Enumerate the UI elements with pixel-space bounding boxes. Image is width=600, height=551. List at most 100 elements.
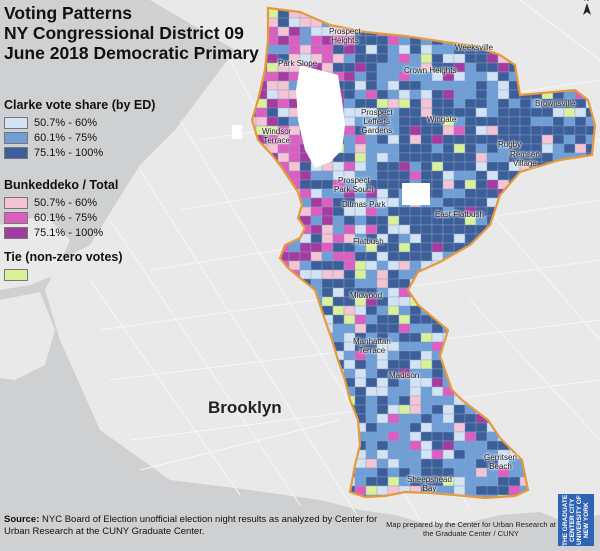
- election-district-tile: [365, 368, 378, 379]
- election-district-tile: [376, 53, 389, 64]
- election-district-tile: [387, 386, 400, 397]
- legend-label: 50.7% - 60%: [34, 196, 97, 209]
- election-district-tile: [365, 224, 378, 235]
- election-district-tile: [453, 98, 466, 109]
- election-district-tile: [420, 359, 433, 370]
- election-district-tile: [354, 98, 367, 109]
- election-district-tile: [365, 278, 378, 289]
- election-district-tile: [508, 116, 521, 127]
- election-district-tile: [332, 242, 345, 253]
- election-district-tile: [277, 152, 290, 163]
- place-label-midwood: Midwood: [350, 291, 383, 300]
- election-district-tile: [574, 143, 587, 154]
- election-district-tile: [431, 161, 444, 172]
- election-district-tile: [376, 71, 389, 82]
- election-district-tile: [387, 152, 400, 163]
- election-district-tile: [398, 440, 411, 451]
- election-district-tile: [332, 53, 345, 64]
- election-district-tile: [387, 395, 400, 406]
- election-district-tile: [409, 224, 422, 235]
- election-district-tile: [497, 62, 510, 73]
- election-district-tile: [442, 134, 455, 145]
- election-district-tile: [387, 62, 400, 73]
- election-district-tile: [354, 386, 367, 397]
- election-district-tile: [497, 152, 510, 163]
- election-district-tile: [398, 170, 411, 181]
- election-district-tile: [431, 242, 444, 253]
- election-district-tile: [277, 35, 290, 46]
- election-district-tile: [486, 62, 499, 73]
- election-district-tile: [398, 332, 411, 343]
- election-district-tile: [431, 458, 444, 469]
- place-label-weeksville: Weeksville: [455, 43, 494, 52]
- election-district-tile: [409, 80, 422, 91]
- election-district-tile: [365, 152, 378, 163]
- election-district-tile: [365, 449, 378, 460]
- election-district-tile: [321, 44, 334, 55]
- election-district-tile: [343, 134, 356, 145]
- election-district-tile: [354, 251, 367, 262]
- election-district-tile: [343, 107, 356, 118]
- election-district-tile: [354, 323, 367, 334]
- election-district-tile: [453, 485, 466, 496]
- election-district-tile: [409, 143, 422, 154]
- election-district-tile: [442, 53, 455, 64]
- election-district-tile: [497, 161, 510, 172]
- legend-bunkeddeko-row-3: 75.1% - 100%: [4, 225, 118, 240]
- election-district-tile: [376, 386, 389, 397]
- title-line-1: Voting Patterns: [4, 3, 133, 23]
- election-district-tile: [332, 287, 345, 298]
- legend-clarke-row-3: 75.1% - 100%: [4, 145, 155, 160]
- election-district-tile: [288, 260, 301, 271]
- election-district-tile: [398, 278, 411, 289]
- election-district-tile: [442, 440, 455, 451]
- election-district-tile: [552, 116, 565, 127]
- election-district-tile: [365, 404, 378, 415]
- legend-bunkeddeko: Bunkeddeko / Total 50.7% - 60% 60.1% - 7…: [4, 178, 118, 240]
- election-district-tile: [442, 125, 455, 136]
- election-district-tile: [288, 170, 301, 181]
- election-district-tile: [365, 260, 378, 271]
- election-district-tile: [409, 242, 422, 253]
- election-district-tile: [409, 395, 422, 406]
- place-label-rugby: Rugby: [498, 140, 522, 149]
- election-district-tile: [343, 125, 356, 136]
- legend-swatch: [4, 131, 28, 144]
- election-district-tile: [332, 224, 345, 235]
- election-district-tile: [387, 251, 400, 262]
- election-district-tile: [508, 125, 521, 136]
- election-district-tile: [387, 413, 400, 424]
- legend-swatch: [4, 116, 28, 129]
- election-district-tile: [431, 44, 444, 55]
- election-district-tile: [453, 476, 466, 487]
- election-district-tile: [387, 215, 400, 226]
- legend-label: 60.1% - 75%: [34, 211, 97, 224]
- election-district-tile: [321, 224, 334, 235]
- election-district-tile: [332, 233, 345, 244]
- election-district-tile: [321, 296, 334, 307]
- election-district-tile: [288, 44, 301, 55]
- election-district-tile: [354, 368, 367, 379]
- election-district-tile: [475, 62, 488, 73]
- election-district-tile: [475, 476, 488, 487]
- election-district-tile: [431, 449, 444, 460]
- borough-label: Brooklyn: [208, 398, 282, 417]
- election-district-tile: [266, 71, 279, 82]
- election-district-tile: [409, 125, 422, 136]
- election-district-tile: [387, 449, 400, 460]
- place-label-brownsville: Brownsville: [535, 99, 576, 108]
- election-district-tile: [354, 89, 367, 100]
- election-district-tile: [365, 143, 378, 154]
- election-district-tile: [376, 449, 389, 460]
- cemetery: [402, 183, 430, 205]
- election-district-tile: [387, 431, 400, 442]
- election-district-tile: [464, 134, 477, 145]
- election-district-tile: [398, 431, 411, 442]
- election-district-tile: [354, 80, 367, 91]
- election-district-tile: [420, 161, 433, 172]
- election-district-tile: [453, 188, 466, 199]
- election-district-tile: [420, 98, 433, 109]
- election-district-tile: [343, 71, 356, 82]
- election-district-tile: [332, 332, 345, 343]
- election-district-tile: [552, 107, 565, 118]
